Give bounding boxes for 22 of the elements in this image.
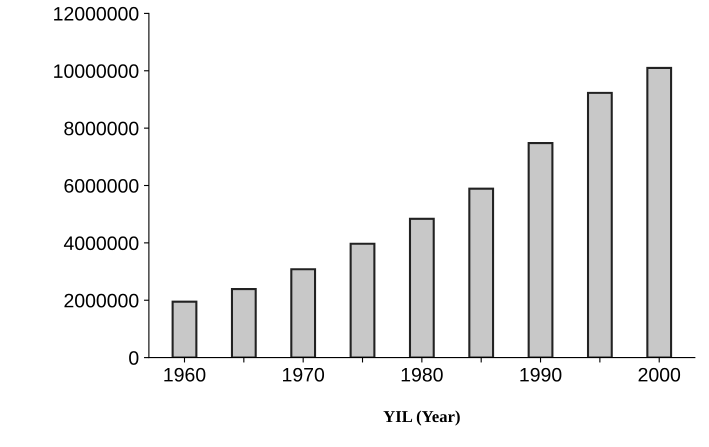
bar bbox=[230, 288, 257, 358]
x-tick-label: 1980 bbox=[402, 368, 443, 382]
x-axis-title: YIL (Year) bbox=[384, 410, 460, 426]
bar bbox=[528, 142, 554, 358]
x-tick-label: 1960 bbox=[164, 368, 206, 382]
bar bbox=[408, 218, 435, 358]
y-tick-label: 4000000 bbox=[64, 236, 138, 250]
y-tick-label: 8000000 bbox=[64, 122, 138, 136]
y-tick-label: 2000000 bbox=[64, 294, 138, 308]
y-tick-label: 0 bbox=[129, 351, 138, 365]
y-tick-label: 10000000 bbox=[54, 64, 138, 78]
bar bbox=[290, 268, 316, 358]
bar bbox=[172, 300, 198, 358]
y-tick-label: 12000000 bbox=[54, 6, 138, 21]
x-tick-label: 1970 bbox=[283, 368, 324, 382]
x-tick-label: 1990 bbox=[520, 368, 562, 382]
x-tick-label: 2000 bbox=[638, 368, 680, 382]
y-tick-label: 6000000 bbox=[64, 178, 138, 193]
bar bbox=[646, 66, 672, 358]
bar bbox=[350, 242, 376, 358]
bar bbox=[586, 92, 613, 358]
bar bbox=[468, 188, 494, 358]
